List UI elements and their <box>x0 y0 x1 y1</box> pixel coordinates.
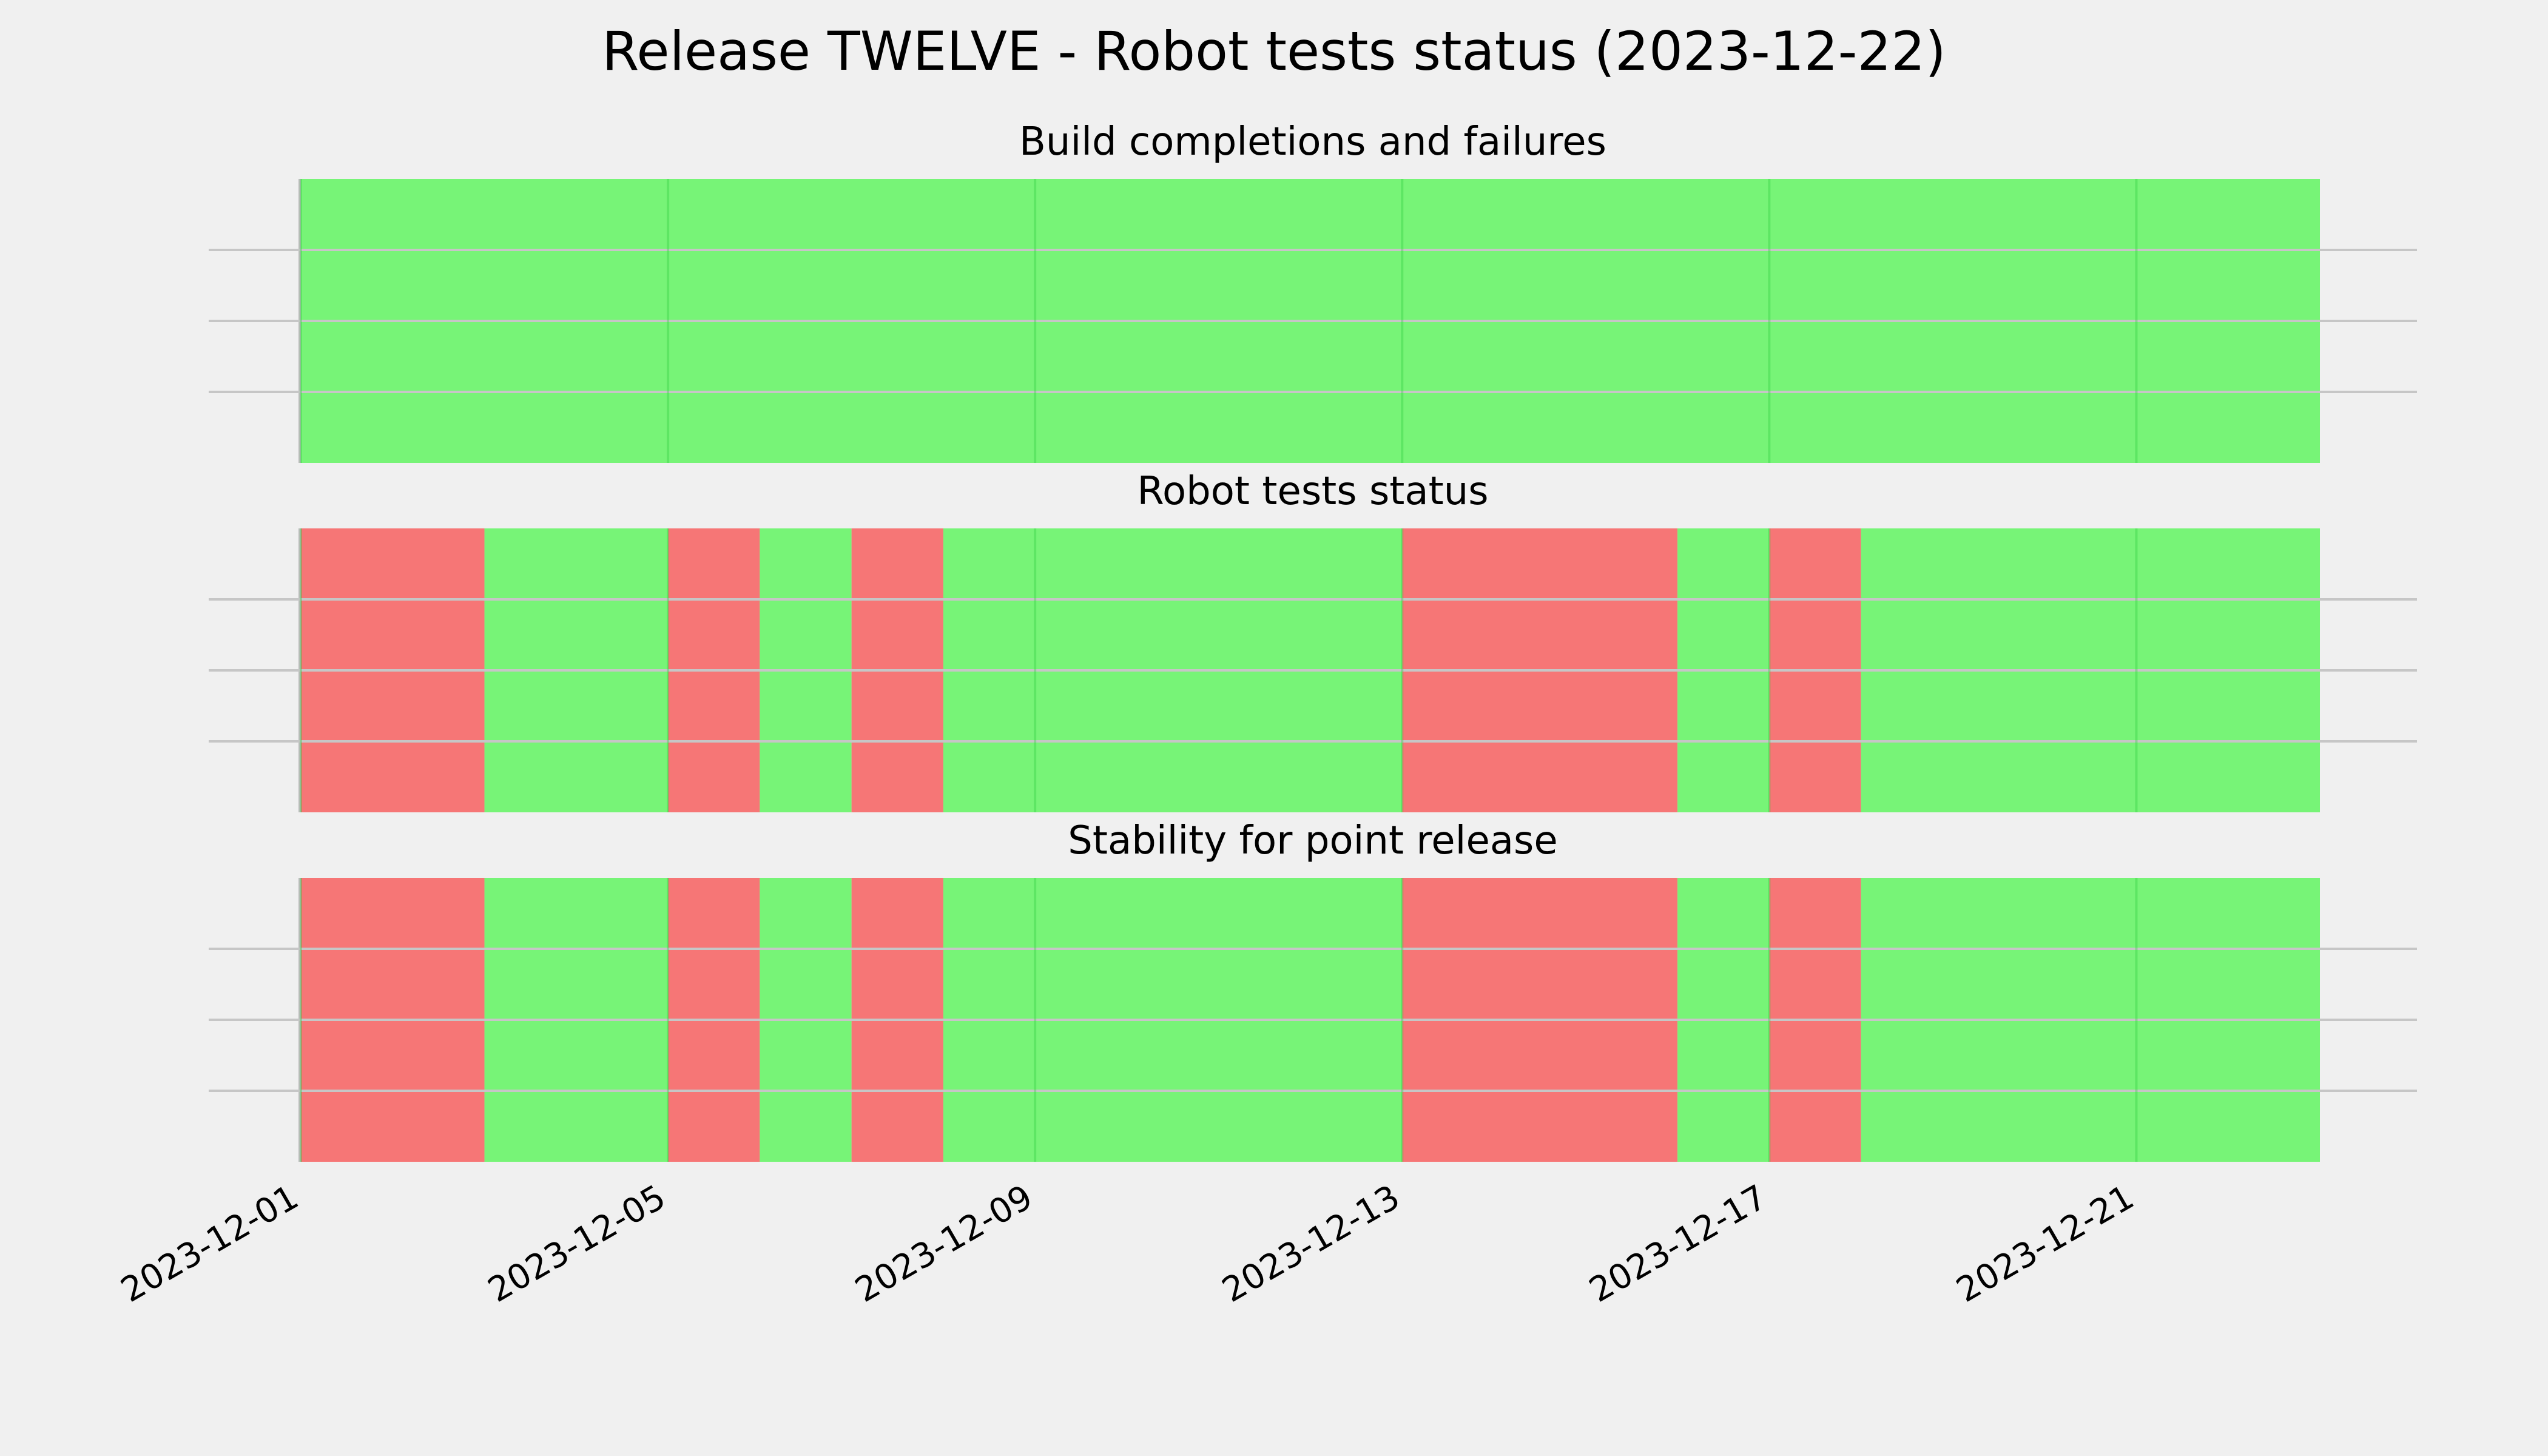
panels-group: Build completions and failures Robot test… <box>209 120 2417 1162</box>
panel-title: Robot tests status <box>1137 469 1488 514</box>
x-axis: 2023-12-01 2023-12-05 2023-12-09 2023-12-13… <box>115 1178 2141 1310</box>
x-tick-label: 2023-12-17 <box>1583 1178 1773 1310</box>
x-tick-label: 2023-12-21 <box>1950 1178 2140 1310</box>
x-tick-label: 2023-12-09 <box>849 1178 1039 1310</box>
panel-title: Stability for point release <box>1068 818 1558 863</box>
panel-2: Robot tests status <box>209 469 2417 812</box>
x-tick-label: 2023-12-05 <box>482 1178 672 1310</box>
x-tick-label: 2023-12-13 <box>1216 1178 1406 1310</box>
x-tick-label: 2023-12-01 <box>115 1178 305 1310</box>
figure-title: Release TWELVE - Robot tests status (202… <box>602 20 1946 83</box>
panel-1: Build completions and failures <box>209 120 2417 463</box>
panel-3: Stability for point release <box>209 818 2417 1162</box>
panel-title: Build completions and failures <box>1019 120 1606 164</box>
